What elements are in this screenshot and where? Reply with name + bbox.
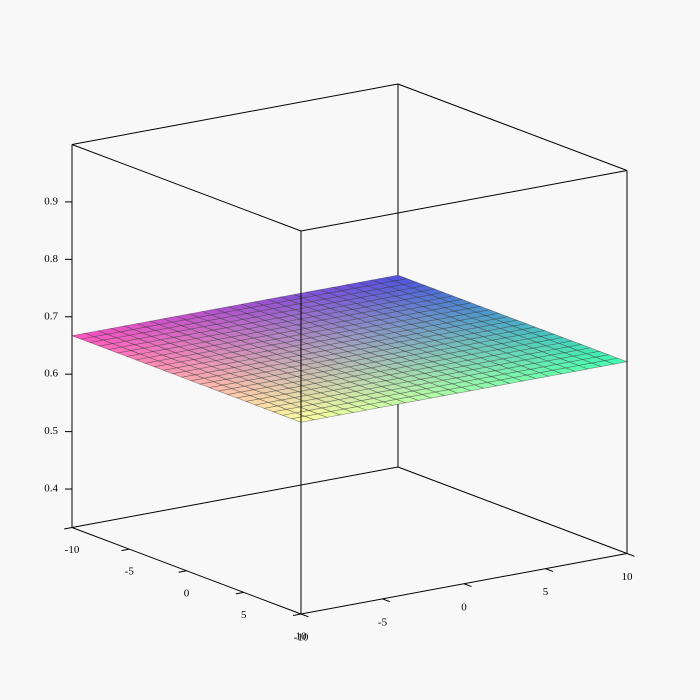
x-tick — [235, 591, 244, 595]
z-tick-label: 0.9 — [44, 195, 58, 207]
y-tick — [382, 598, 391, 603]
x-tick-label: 5 — [241, 609, 247, 621]
box-edge — [71, 144, 302, 232]
z-tick-label: 0.6 — [44, 368, 58, 380]
x-tick — [121, 548, 130, 552]
x-tick-label: -10 — [65, 544, 80, 556]
x-tick — [64, 527, 73, 530]
x-tick — [178, 570, 187, 573]
y-tick-label: 0 — [461, 601, 467, 613]
box-edge — [397, 466, 628, 554]
z-tick-label: 0.7 — [44, 310, 58, 322]
box-edge — [300, 170, 628, 232]
y-tick — [300, 613, 309, 618]
surface — [70, 274, 629, 423]
z-tick-label: 0.4 — [44, 483, 58, 495]
x-tick-label: 10 — [296, 631, 308, 643]
y-tick-label: -5 — [378, 616, 388, 628]
z-tick-label: 0.5 — [44, 425, 58, 437]
box-edge — [397, 83, 628, 171]
x-tick-label: -5 — [125, 566, 135, 578]
z-tick-label: 0.8 — [44, 253, 58, 265]
y-tick — [463, 583, 472, 588]
box-front — [71, 144, 628, 615]
box-edge — [71, 466, 399, 528]
box-edge — [71, 83, 399, 145]
y-tick-label: 10 — [622, 571, 634, 583]
y-tick-label: -10 — [294, 632, 309, 644]
y-tick-label: 5 — [543, 586, 549, 598]
x-tick-label: 0 — [184, 587, 190, 599]
y-tick — [626, 553, 635, 557]
y-tick — [545, 568, 554, 572]
x-tick — [293, 613, 302, 616]
